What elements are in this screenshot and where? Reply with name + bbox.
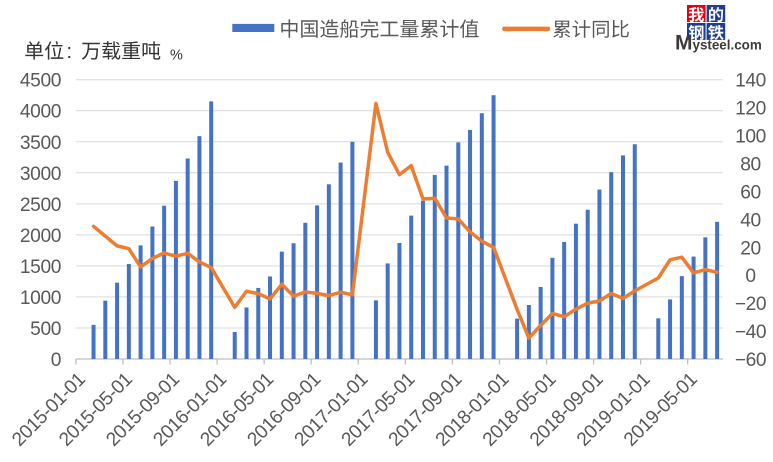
svg-text:1000: 1000 — [20, 288, 61, 309]
svg-text:2500: 2500 — [20, 195, 61, 216]
svg-text:−60: −60 — [735, 350, 766, 371]
svg-text:4500: 4500 — [20, 71, 61, 92]
svg-text:60: 60 — [740, 182, 761, 203]
svg-text:100: 100 — [735, 127, 766, 148]
svg-text:500: 500 — [30, 319, 61, 340]
svg-text:2000: 2000 — [20, 226, 61, 247]
svg-text:Mysteel.com: Mysteel.com — [675, 31, 762, 54]
svg-text:20: 20 — [740, 238, 761, 259]
svg-text:1500: 1500 — [20, 257, 61, 278]
svg-text:4000: 4000 — [20, 102, 61, 123]
svg-text:%: % — [170, 47, 183, 63]
svg-text:0: 0 — [51, 350, 61, 371]
svg-text:40: 40 — [740, 210, 761, 231]
svg-text:3000: 3000 — [20, 164, 61, 185]
svg-text::: : — [67, 41, 73, 63]
svg-text:0: 0 — [745, 266, 755, 287]
svg-text:−20: −20 — [735, 294, 766, 315]
svg-text:80: 80 — [740, 155, 761, 176]
svg-text:3500: 3500 — [20, 133, 61, 154]
svg-text:−40: −40 — [735, 322, 766, 343]
svg-text:140: 140 — [735, 71, 766, 92]
svg-text:120: 120 — [735, 99, 766, 120]
